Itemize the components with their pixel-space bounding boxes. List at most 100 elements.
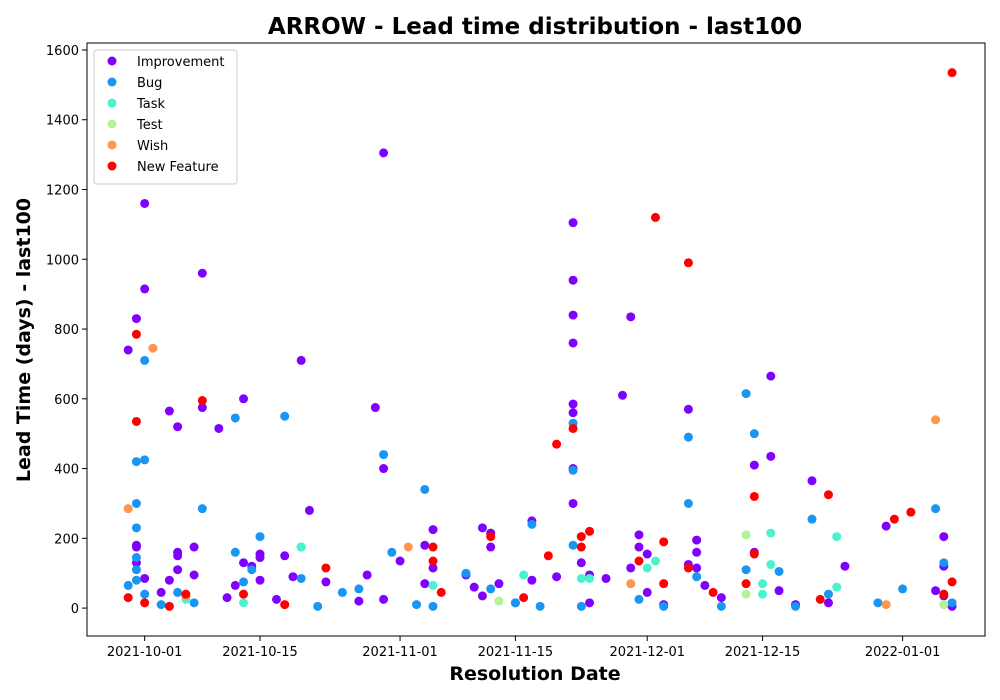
data-point-improvement xyxy=(626,312,636,322)
data-point-new-feature xyxy=(181,589,191,599)
data-point-bug xyxy=(247,565,257,575)
data-point-bug xyxy=(230,413,240,423)
legend-label: Wish xyxy=(137,139,168,154)
data-point-improvement xyxy=(255,575,265,585)
data-point-new-feature xyxy=(683,563,693,573)
data-point-test xyxy=(494,596,504,606)
data-point-bug xyxy=(131,575,141,585)
data-point-improvement xyxy=(585,598,595,608)
data-point-improvement xyxy=(840,561,850,571)
data-point-improvement xyxy=(239,558,249,568)
data-point-improvement xyxy=(494,579,504,589)
chart-title: ARROW - Lead time distribution - last100 xyxy=(268,14,802,40)
legend-marker xyxy=(107,140,117,150)
x-tick-label: 2022-01-01 xyxy=(865,645,941,660)
legend-label: Task xyxy=(136,97,166,112)
data-point-bug xyxy=(140,355,150,365)
y-axis-ticks: 0 200 400 600 800 1000 1200 1400 1600 xyxy=(46,44,87,617)
legend-label: Test xyxy=(136,118,163,133)
y-tick-label: 800 xyxy=(54,323,79,338)
data-point-new-feature xyxy=(659,537,669,547)
data-point-new-feature xyxy=(585,526,595,536)
data-point-improvement xyxy=(420,540,430,550)
data-point-task xyxy=(758,579,768,589)
data-point-bug xyxy=(873,598,883,608)
data-point-task xyxy=(576,573,586,583)
data-point-improvement xyxy=(626,563,636,573)
data-point-test xyxy=(741,530,751,540)
x-tick-label: 2021-12-01 xyxy=(609,645,685,660)
data-point-task xyxy=(585,573,595,583)
x-tick-label: 2021-10-15 xyxy=(222,645,298,660)
data-point-improvement xyxy=(271,594,281,604)
data-point-new-feature xyxy=(197,396,207,406)
y-tick-label: 400 xyxy=(54,463,79,478)
data-point-bug xyxy=(527,519,537,529)
data-point-improvement xyxy=(420,579,430,589)
data-point-improvement xyxy=(618,390,627,400)
data-point-bug xyxy=(173,587,183,597)
data-point-bug xyxy=(807,514,817,524)
data-point-wish xyxy=(626,579,636,589)
data-point-new-feature xyxy=(131,416,141,426)
data-point-bug xyxy=(510,598,520,608)
data-point-bug xyxy=(634,594,644,604)
y-axis-label: Lead Time (days) - last100 xyxy=(13,198,35,482)
data-point-improvement xyxy=(692,547,702,557)
data-point-task xyxy=(642,563,652,573)
data-point-task xyxy=(832,532,842,542)
data-point-bug xyxy=(898,584,908,594)
data-point-improvement xyxy=(568,310,578,320)
data-point-bug xyxy=(131,498,141,508)
data-point-bug xyxy=(131,523,141,533)
data-point-improvement xyxy=(939,532,949,542)
data-point-improvement xyxy=(477,523,487,533)
data-point-new-feature xyxy=(428,556,438,566)
data-point-improvement xyxy=(362,570,372,580)
data-point-improvement xyxy=(173,565,183,575)
data-point-wish xyxy=(123,504,133,514)
data-point-improvement xyxy=(304,505,314,515)
data-point-bug xyxy=(412,600,422,610)
data-point-bug xyxy=(428,601,438,611)
data-point-new-feature xyxy=(947,68,957,78)
data-point-bug xyxy=(156,600,166,610)
data-point-bug xyxy=(931,504,941,514)
data-point-new-feature xyxy=(552,439,562,449)
data-point-improvement xyxy=(296,355,306,365)
data-point-new-feature xyxy=(815,594,825,604)
data-point-new-feature xyxy=(708,587,718,597)
data-point-bug xyxy=(486,584,496,594)
data-point-improvement xyxy=(131,314,141,324)
data-point-bug xyxy=(354,584,364,594)
legend-label: New Feature xyxy=(137,160,219,175)
data-point-improvement xyxy=(230,580,240,590)
data-point-improvement xyxy=(164,575,174,585)
legend-marker xyxy=(107,98,117,108)
data-point-improvement xyxy=(379,594,389,604)
data-point-bug xyxy=(741,565,751,575)
data-point-improvement xyxy=(477,591,487,601)
data-point-improvement xyxy=(123,345,133,355)
data-point-bug xyxy=(280,411,290,421)
data-point-task xyxy=(832,582,842,592)
data-point-new-feature xyxy=(906,507,916,517)
data-point-wish xyxy=(881,600,891,610)
data-point-new-feature xyxy=(576,542,586,552)
data-point-improvement xyxy=(766,371,776,381)
data-point-bug xyxy=(823,589,833,599)
data-point-new-feature xyxy=(939,589,949,599)
data-point-bug xyxy=(420,484,430,494)
data-point-improvement xyxy=(379,148,389,158)
data-point-bug xyxy=(791,601,801,611)
data-point-new-feature xyxy=(428,542,438,552)
data-point-bug xyxy=(131,553,141,563)
data-point-task xyxy=(296,542,306,552)
data-point-new-feature xyxy=(164,601,174,611)
data-point-bug xyxy=(255,532,265,542)
data-point-new-feature xyxy=(576,532,586,542)
data-point-improvement xyxy=(140,284,150,294)
legend-marker xyxy=(107,119,117,129)
data-point-improvement xyxy=(568,218,578,228)
data-point-bug xyxy=(123,580,133,590)
